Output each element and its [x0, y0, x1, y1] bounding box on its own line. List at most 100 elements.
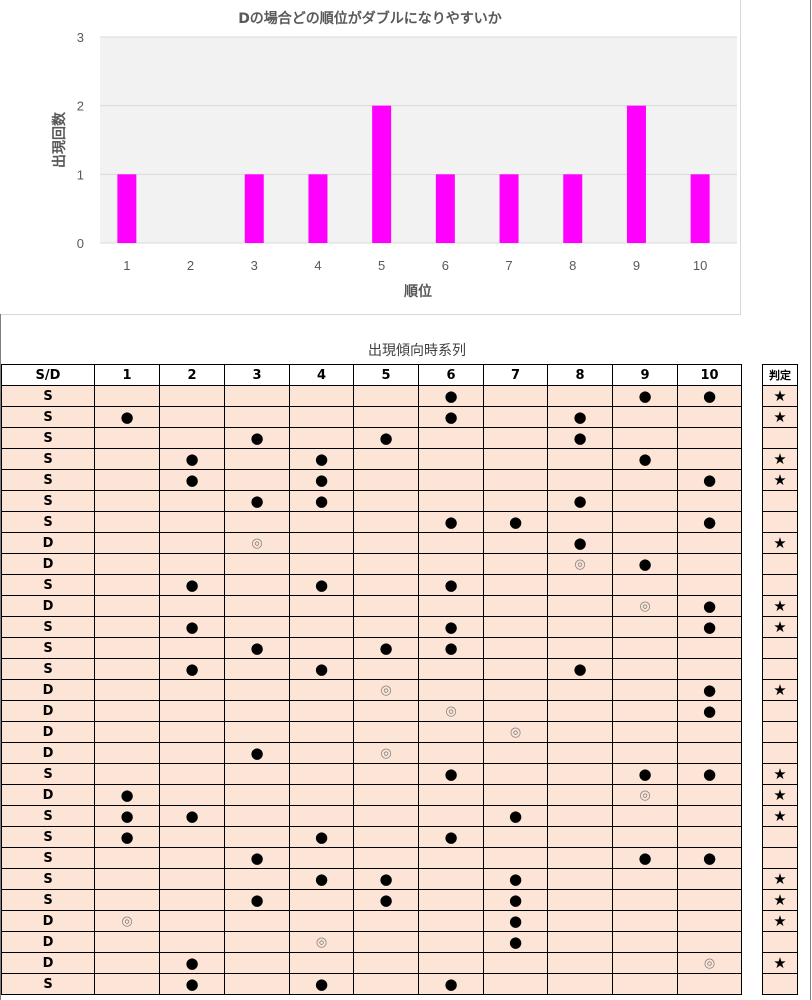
rank-cell: [483, 553, 548, 575]
rank-cell: ●: [224, 637, 290, 659]
x-tick-label: 4: [314, 258, 321, 273]
rank-cell: ●: [483, 889, 548, 911]
rank-cell: [289, 700, 354, 722]
rank-cell: [547, 595, 613, 617]
judge-cell: ★: [762, 448, 798, 470]
rank-cell: [612, 490, 678, 512]
judge-row: ★: [762, 784, 798, 806]
judge-row: ★: [762, 595, 798, 617]
rank-cell: ◎: [612, 784, 678, 806]
rank-cell: [289, 721, 354, 743]
judge-row: [762, 553, 798, 575]
bar-6: [435, 174, 455, 243]
judge-cell: ★: [762, 595, 798, 617]
rank-cell: [677, 532, 742, 554]
rank-cell: [418, 679, 484, 701]
rank-cell: [94, 931, 160, 953]
rank-cell: [224, 553, 290, 575]
judge-cell: [762, 826, 798, 848]
table-caption: 出現傾向時系列: [368, 343, 466, 359]
rank-cell: [418, 532, 484, 554]
table-row: S ● ● ●: [1, 826, 742, 848]
rank-cell: [547, 763, 613, 785]
rank-cell: [612, 721, 678, 743]
rank-cell: [677, 742, 742, 764]
judge-header: 判定: [762, 364, 798, 386]
rank-cell: [547, 805, 613, 827]
rank-cell: [547, 931, 613, 953]
rank-cell: ●: [353, 889, 419, 911]
rank-cell: [94, 868, 160, 890]
rank-cell: [159, 532, 225, 554]
rank-cell: [94, 448, 160, 470]
bar-4: [308, 174, 328, 243]
sd-cell: S: [1, 868, 95, 890]
header-rank-3: 3: [224, 364, 290, 386]
judge-row: ★: [762, 532, 798, 554]
rank-cell: ●: [289, 973, 354, 995]
rank-cell: [224, 784, 290, 806]
rank-cell: ●: [677, 616, 742, 638]
sd-cell: S: [1, 406, 95, 428]
rank-cell: [547, 826, 613, 848]
rank-cell: ◎: [353, 679, 419, 701]
rank-cell: [94, 847, 160, 869]
table-row: S ● ● ●: [1, 763, 742, 785]
rank-cell: [289, 952, 354, 974]
rank-cell: [612, 826, 678, 848]
table-row: S ● ● ●: [1, 427, 742, 449]
sd-cell: S: [1, 805, 95, 827]
rank-cell: ●: [483, 805, 548, 827]
rank-cell: [289, 511, 354, 533]
rank-cell: [224, 406, 290, 428]
judge-row: ★: [762, 889, 798, 911]
rank-cell: ●: [418, 637, 484, 659]
rank-cell: [547, 637, 613, 659]
rank-cell: ●: [289, 490, 354, 512]
rank-cell: [677, 931, 742, 953]
rank-cell: [418, 427, 484, 449]
rank-cell: [483, 448, 548, 470]
judge-row: ★: [762, 805, 798, 827]
sd-cell: S: [1, 448, 95, 470]
rank-cell: [224, 868, 290, 890]
judge-row: [762, 931, 798, 953]
rank-cell: ●: [224, 889, 290, 911]
rank-cell: [289, 406, 354, 428]
rank-cell: [612, 931, 678, 953]
rank-cell: ●: [547, 532, 613, 554]
rank-cell: [289, 910, 354, 932]
rank-cell: [547, 889, 613, 911]
rank-cell: [159, 553, 225, 575]
rank-cell: [289, 553, 354, 575]
rank-cell: [677, 448, 742, 470]
rank-cell: [677, 889, 742, 911]
rank-cell: [547, 952, 613, 974]
rank-cell: [94, 574, 160, 596]
header-rank-9: 9: [612, 364, 678, 386]
rank-cell: [547, 385, 613, 407]
x-tick-label: 7: [505, 258, 512, 273]
rank-cell: [418, 553, 484, 575]
rank-cell: [547, 574, 613, 596]
rank-cell: [159, 763, 225, 785]
sd-cell: S: [1, 847, 95, 869]
rank-cell: ●: [612, 847, 678, 869]
rank-cell: [159, 742, 225, 764]
rank-cell: [353, 490, 419, 512]
rank-cell: ●: [289, 469, 354, 491]
rank-cell: [224, 679, 290, 701]
judge-cell: ★: [762, 952, 798, 974]
rank-cell: ●: [224, 742, 290, 764]
rank-cell: [289, 616, 354, 638]
rank-cell: [224, 700, 290, 722]
chart-panel: 0 1 2 3 1 2 3 4 5 6 7 8 9 10 Dの場合どの順位がダブルになりやすいか 順位 出現回数: [0, 0, 741, 315]
rank-cell: [289, 742, 354, 764]
judge-row: [762, 700, 798, 722]
table-row: S ● ● ●: [1, 847, 742, 869]
sd-cell: S: [1, 574, 95, 596]
rank-cell: ●: [94, 406, 160, 428]
table-row: D ◎ ●: [1, 700, 742, 722]
x-tick-label: 2: [187, 258, 194, 273]
table-row: S ● ● ●: [1, 616, 742, 638]
